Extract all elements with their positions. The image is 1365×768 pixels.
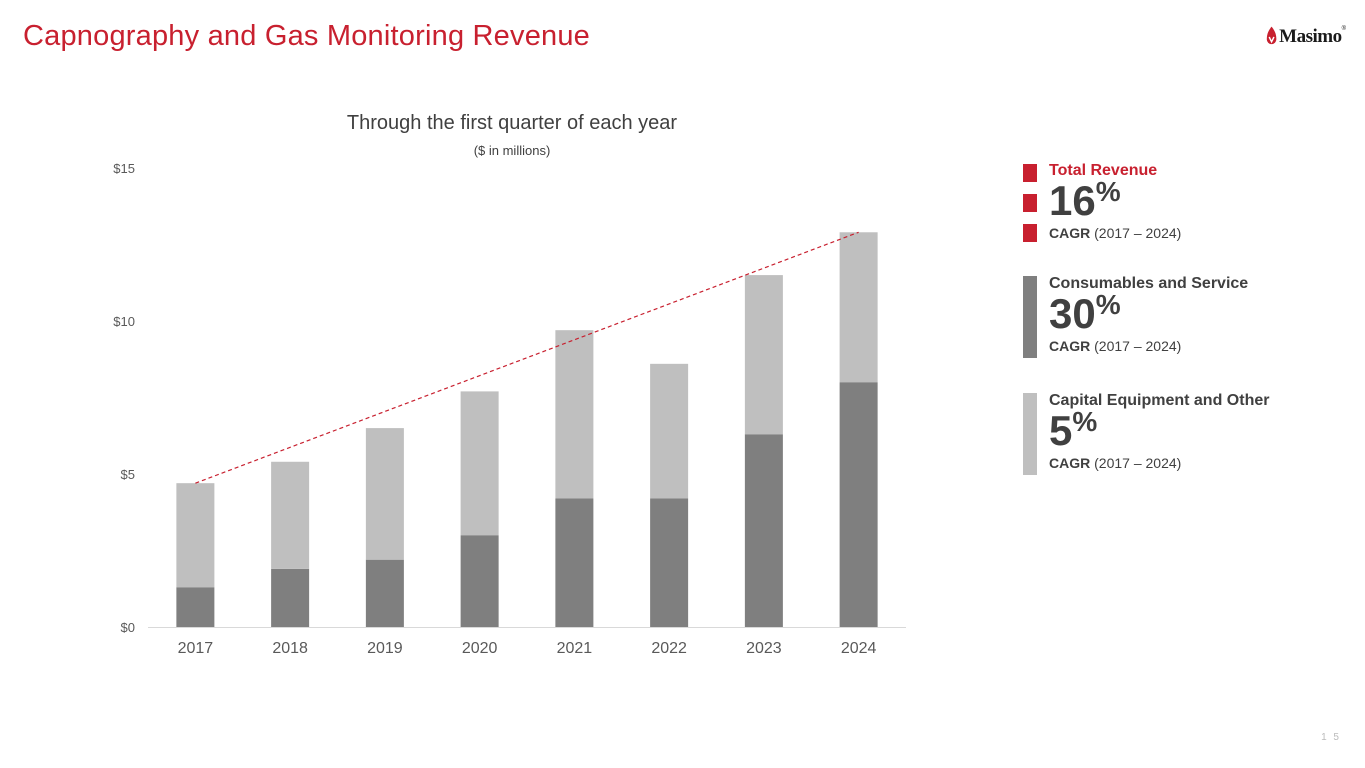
bar-capital [744, 275, 783, 435]
legend-swatch-capital [1023, 393, 1037, 475]
x-tick-label: 2019 [367, 640, 403, 657]
y-tick-label: $15 [113, 161, 135, 176]
bar-capital [176, 483, 215, 588]
legend-capital-value: 5% [1049, 406, 1098, 454]
y-tick-label: $5 [121, 467, 135, 482]
bar-consumables [744, 434, 783, 627]
logo-registered-mark: ® [1341, 26, 1346, 32]
bar-consumables [460, 535, 499, 627]
page-number: 1 5 [1321, 732, 1341, 743]
x-tick-label: 2024 [841, 640, 877, 657]
x-tick-label: 2023 [746, 640, 782, 657]
masimo-logo: Masimo ® [1266, 22, 1346, 52]
bar-consumables [271, 568, 310, 627]
bar-capital [555, 330, 594, 499]
legend-total-label: Total Revenue [1049, 162, 1158, 179]
legend-consumables-value: 30% [1049, 289, 1121, 337]
x-tick-label: 2022 [651, 640, 687, 657]
bar-capital [365, 428, 404, 560]
y-tick-label: $10 [113, 314, 135, 329]
legend-consumables-cagr: CAGR (2017 – 2024) [1049, 338, 1182, 354]
trend-line [195, 231, 859, 484]
legend-swatch-consumables [1023, 276, 1037, 358]
masimo-logo-icon [1266, 26, 1277, 45]
legend-swatch-total-top [1023, 164, 1037, 182]
legend-total-value: 16% [1049, 176, 1121, 224]
bar-capital [650, 363, 689, 499]
logo-wordmark: Masimo [1279, 26, 1342, 47]
legend-capital-text: Capital Equipment and Other 5% CAGR (201… [1049, 391, 1349, 472]
legend-swatch-total-bottom [1023, 224, 1037, 242]
x-tick-label: 2020 [462, 640, 498, 657]
bar-consumables [839, 382, 878, 627]
bar-consumables [555, 498, 594, 627]
chart-subtitle: ($ in millions) [474, 143, 551, 158]
legend-consumables-label: Consumables and Service [1049, 275, 1249, 292]
chart-title: Through the first quarter of each year [347, 112, 678, 134]
revenue-chart: Through the first quarter of each year ($… [113, 112, 906, 657]
bar-consumables [650, 498, 689, 627]
x-tick-label: 2018 [272, 640, 308, 657]
legend-consumables-text: Consumables and Service 30% CAGR (2017 –… [1049, 274, 1349, 355]
legend-total-cagr: CAGR (2017 – 2024) [1049, 225, 1182, 241]
bar-capital [460, 391, 499, 536]
bar-consumables [365, 559, 404, 627]
y-tick-label: $0 [121, 620, 135, 635]
legend-total-text: Total Revenue 16% CAGR (2017 – 2024) [1049, 161, 1349, 242]
legend-capital-label: Capital Equipment and Other [1049, 392, 1270, 409]
x-tick-label: 2021 [557, 640, 593, 657]
legend-capital-cagr: CAGR (2017 – 2024) [1049, 455, 1182, 471]
legend-swatch-total-middle [1023, 194, 1037, 212]
bar-consumables [176, 587, 215, 627]
bar-capital [839, 232, 878, 383]
slide-title: Capnography and Gas Monitoring Revenue [23, 20, 591, 52]
x-tick-label: 2017 [178, 640, 214, 657]
bar-capital [271, 461, 310, 569]
